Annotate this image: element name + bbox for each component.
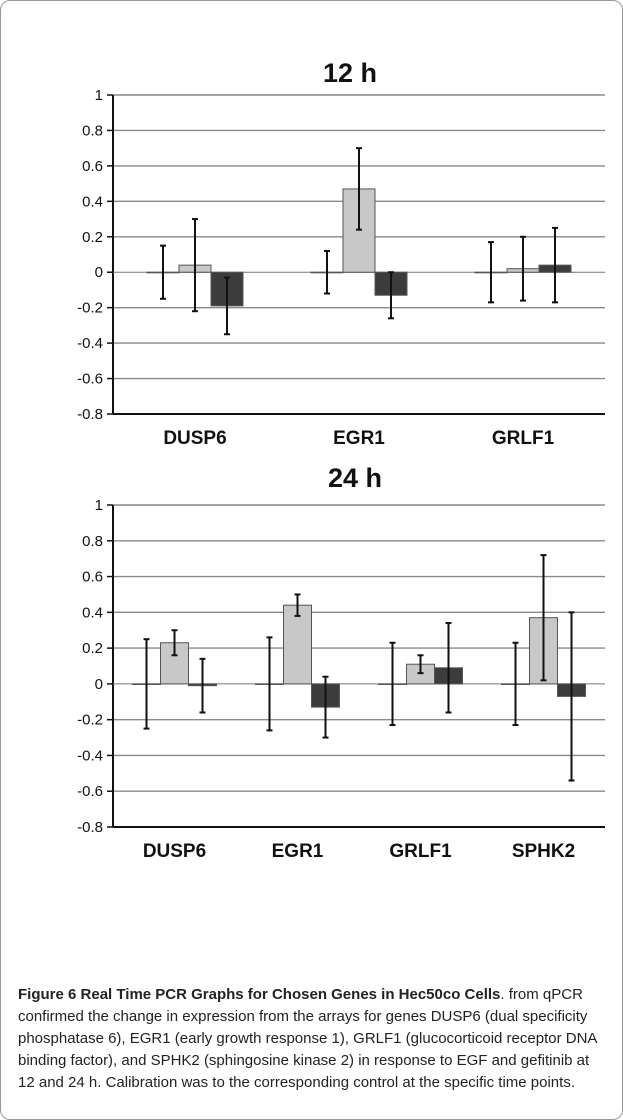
caption-title: Real Time PCR Graphs for Chosen Genes in… [80, 986, 501, 1003]
y-tick-label: 0.2 [82, 640, 103, 657]
y-tick-label: -0.6 [77, 371, 103, 388]
y-tick-label: 1 [95, 87, 103, 104]
y-tick-label: 0 [95, 264, 103, 281]
chart-12h: 12 h 1 0.8 0.6 0.4 0.2 0 -0.2 -0.4 -0.6 -0.8 DUSP6 E… [77, 58, 605, 449]
y-tick-label: 0.4 [82, 604, 103, 621]
y-tick-label: -0.6 [77, 783, 103, 800]
x-tick-label: SPHK2 [512, 841, 575, 862]
y-tick-label: 0 [95, 676, 103, 693]
x-tick-label: EGR1 [333, 428, 385, 449]
y-tick-label: 0.4 [82, 193, 103, 210]
chart-24h: 24 h 1 0.8 0.6 0.4 0.2 0 -0.2 -0.4 -0.6 -0.8 DUSP6 E… [77, 463, 605, 862]
x-tick-label: DUSP6 [143, 841, 206, 862]
y-tick-label: -0.4 [77, 747, 103, 764]
x-tick-label: DUSP6 [163, 428, 226, 449]
y-tick-label: 0.8 [82, 533, 103, 550]
figure-caption: Figure 6 Real Time PCR Graphs for Chosen… [18, 984, 610, 1094]
y-tick-label: 0.6 [82, 569, 103, 586]
chart-title: 12 h [323, 58, 377, 88]
y-tick-label: -0.8 [77, 819, 103, 836]
x-tick-label: EGR1 [272, 841, 324, 862]
x-tick-label: GRLF1 [389, 841, 452, 862]
y-tick-label: 0.8 [82, 122, 103, 139]
y-tick-label: -0.8 [77, 406, 103, 423]
y-tick-label: 0.6 [82, 158, 103, 175]
y-tick-label: 1 [95, 497, 103, 514]
y-tick-label: 0.2 [82, 229, 103, 246]
chart-title: 24 h [328, 463, 382, 493]
bar [283, 604, 312, 685]
y-tick-label: -0.4 [77, 335, 103, 352]
caption-label: Figure 6 [18, 986, 77, 1003]
x-tick-label: GRLF1 [492, 428, 555, 449]
y-tick-label: -0.2 [77, 300, 103, 317]
y-tick-label: -0.2 [77, 712, 103, 729]
caption-text: . from qPCR confirmed the change in expr… [18, 986, 597, 1091]
